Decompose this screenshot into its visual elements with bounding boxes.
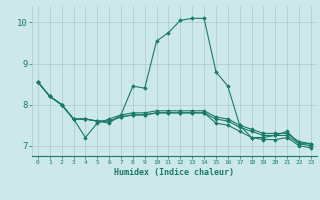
X-axis label: Humidex (Indice chaleur): Humidex (Indice chaleur) [115,168,234,177]
